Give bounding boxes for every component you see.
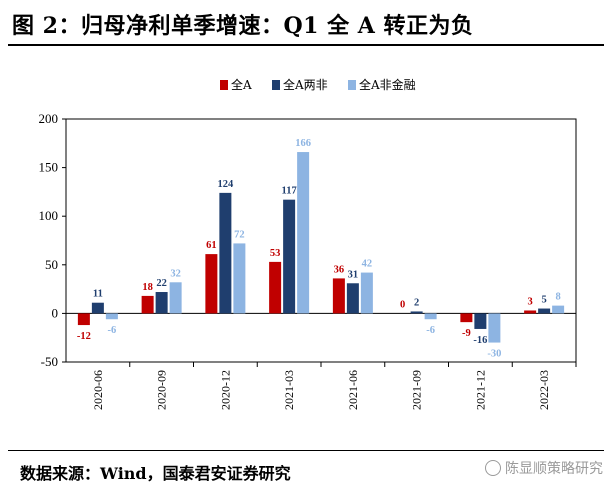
x-tick-label: 2021-09 [410, 370, 424, 410]
legend-swatch [220, 80, 228, 90]
bar [155, 292, 168, 314]
y-tick-label: 200 [39, 111, 59, 126]
data-label: 5 [542, 295, 547, 306]
data-label: -12 [77, 331, 91, 342]
data-label: 22 [156, 278, 167, 289]
bar [424, 313, 437, 320]
bar [269, 261, 282, 314]
bar [297, 152, 310, 314]
x-tick-label: 2020-12 [218, 370, 232, 410]
title-rule [8, 44, 604, 46]
data-label: 72 [234, 229, 245, 240]
bar [91, 302, 104, 314]
data-label: 18 [142, 282, 153, 293]
footer-rule [8, 450, 604, 451]
bar [105, 313, 118, 320]
chart-title: 图 2：归母净利单季增速：Q1 全 A 转正为负 [12, 13, 474, 39]
bar [169, 282, 182, 314]
bar [524, 310, 537, 314]
x-tick-label: 2021-12 [473, 370, 487, 410]
bar [233, 243, 246, 314]
data-label: -9 [462, 328, 471, 339]
bar [346, 283, 359, 314]
x-tick-label: 2021-06 [346, 370, 360, 410]
data-label: 124 [218, 179, 235, 190]
bar [283, 199, 296, 314]
data-label: 61 [206, 240, 217, 251]
watermark-text: 陈显顺策略研究 [505, 461, 603, 477]
bar [474, 313, 487, 329]
data-label: 11 [93, 289, 103, 300]
x-tick-label: 2021-03 [282, 370, 296, 410]
data-label: 117 [282, 186, 297, 197]
data-label: 53 [270, 248, 281, 259]
bar [552, 305, 565, 314]
data-label: 2 [414, 297, 419, 308]
legend-label: 全A两非 [283, 77, 328, 92]
data-label: -30 [487, 349, 501, 360]
bar [538, 308, 551, 314]
y-tick-label: 150 [39, 160, 59, 175]
watermark: 陈显顺策略研究 [485, 458, 603, 478]
bar [488, 313, 501, 343]
x-tick-label: 2020-06 [91, 370, 105, 410]
data-label: 42 [362, 259, 373, 270]
legend-label: 全A [231, 77, 252, 92]
bar [360, 272, 373, 314]
bar [205, 254, 218, 314]
wechat-icon [485, 460, 501, 476]
y-tick-label: 0 [52, 305, 59, 320]
bar [332, 278, 345, 314]
y-tick-label: 50 [45, 257, 58, 272]
bar [141, 295, 154, 314]
data-label: 32 [170, 268, 181, 279]
data-label: -6 [108, 325, 117, 336]
data-label: 166 [295, 138, 311, 149]
bar [77, 313, 90, 326]
bar [410, 311, 423, 314]
legend-swatch [348, 80, 356, 90]
source-note: 数据来源：Wind，国泰君安证券研究 [20, 464, 291, 483]
data-label: 0 [400, 299, 405, 310]
data-label: 36 [334, 264, 345, 275]
data-label: 8 [556, 292, 561, 303]
y-tick-label: -50 [41, 354, 58, 369]
y-tick-label: 100 [39, 208, 59, 223]
bar [460, 313, 473, 323]
bar [219, 192, 232, 314]
data-label: -6 [426, 325, 435, 336]
data-label: -16 [473, 335, 487, 346]
data-label: 3 [528, 296, 533, 307]
x-tick-label: 2020-09 [155, 370, 169, 410]
data-label: 31 [348, 269, 359, 280]
legend-label: 全A非金融 [359, 77, 416, 92]
x-tick-label: 2022-03 [537, 370, 551, 410]
legend-swatch [272, 80, 280, 90]
